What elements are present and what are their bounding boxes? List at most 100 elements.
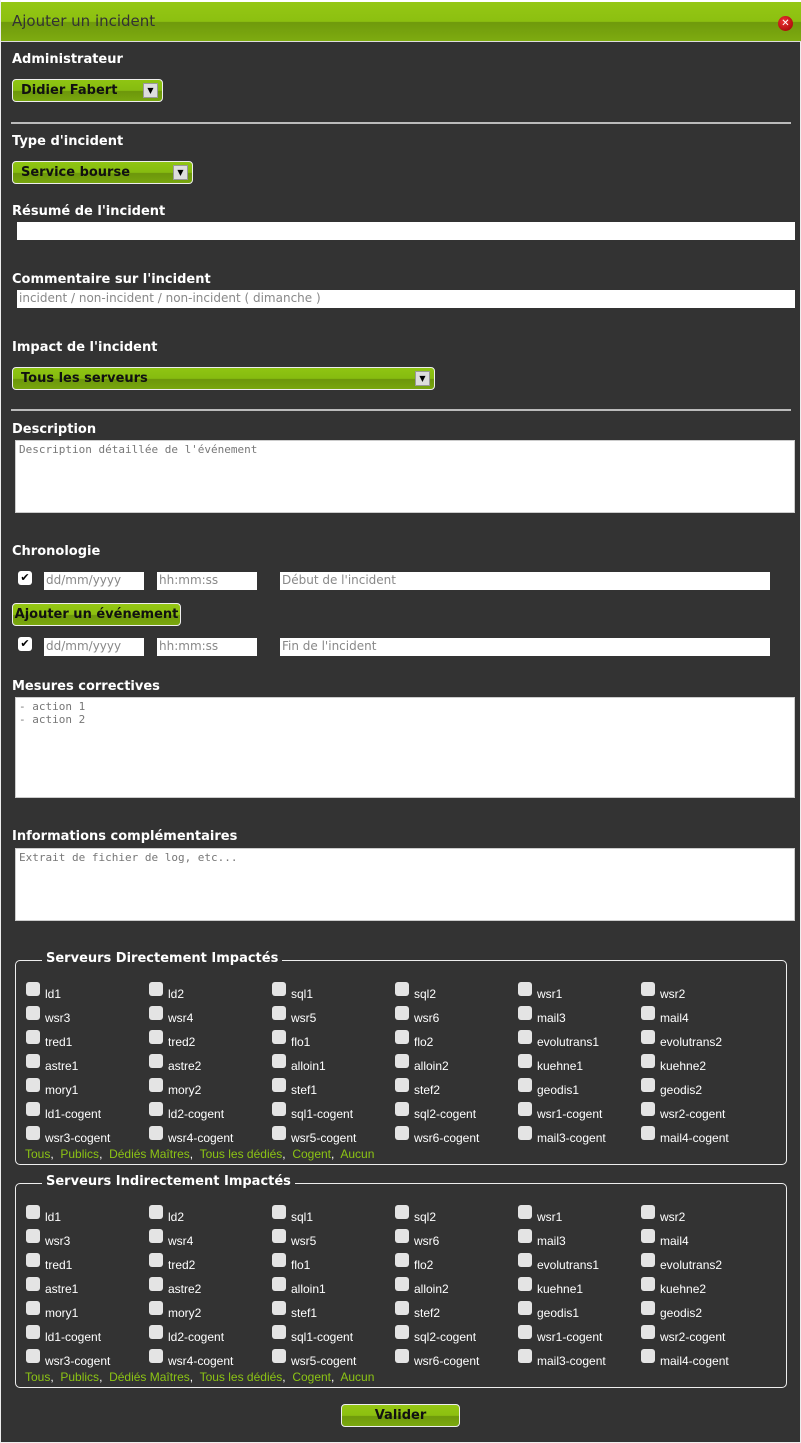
select-link-publics[interactable]: Publics [60, 1147, 100, 1161]
checkbox[interactable] [26, 1229, 40, 1243]
resume-input[interactable] [17, 222, 795, 240]
infos-textarea[interactable]: Extrait de fichier de log, etc... [15, 848, 795, 921]
start-date-input[interactable]: dd/mm/yyyy [44, 572, 144, 590]
checkbox[interactable] [149, 1030, 163, 1044]
checkbox[interactable] [149, 1253, 163, 1267]
start-text-input[interactable]: Début de l'incident [280, 572, 770, 590]
checkbox[interactable] [149, 1325, 163, 1339]
checkbox[interactable] [26, 1078, 40, 1092]
start-checkbox[interactable]: ✔ [18, 571, 32, 585]
checkbox[interactable] [149, 1102, 163, 1116]
impact-select[interactable]: Tous les serveurs ▼ [12, 367, 435, 390]
checkbox[interactable] [149, 1277, 163, 1291]
checkbox[interactable] [641, 1277, 655, 1291]
checkbox[interactable] [518, 1078, 532, 1092]
checkbox[interactable] [518, 1301, 532, 1315]
checkbox[interactable] [272, 1325, 286, 1339]
description-textarea[interactable]: Description détaillée de l'événement [15, 440, 795, 513]
checkbox[interactable] [395, 1301, 409, 1315]
checkbox[interactable] [26, 1325, 40, 1339]
mesures-textarea[interactable]: - action 1 - action 2 [15, 697, 795, 798]
checkbox[interactable] [395, 1030, 409, 1044]
end-time-input[interactable]: hh:mm:ss [157, 638, 257, 656]
start-time-input[interactable]: hh:mm:ss [157, 572, 257, 590]
checkbox[interactable] [641, 1229, 655, 1243]
checkbox[interactable] [395, 1349, 409, 1363]
checkbox[interactable] [149, 1126, 163, 1140]
checkbox[interactable] [641, 1054, 655, 1068]
checkbox[interactable] [26, 1205, 40, 1219]
checkbox[interactable] [149, 1229, 163, 1243]
select-link-aucun[interactable]: Aucun [340, 1147, 375, 1161]
checkbox[interactable] [518, 1102, 532, 1116]
checkbox[interactable] [395, 1277, 409, 1291]
checkbox[interactable] [641, 1325, 655, 1339]
end-checkbox[interactable]: ✔ [18, 637, 32, 651]
checkbox[interactable] [518, 1325, 532, 1339]
checkbox[interactable] [518, 1126, 532, 1140]
checkbox[interactable] [641, 982, 655, 996]
checkbox[interactable] [518, 1006, 532, 1020]
checkbox[interactable] [395, 1205, 409, 1219]
checkbox[interactable] [641, 1078, 655, 1092]
checkbox[interactable] [149, 1078, 163, 1092]
checkbox[interactable] [395, 1006, 409, 1020]
checkbox[interactable] [518, 1277, 532, 1291]
admin-select[interactable]: Didier Fabert ▼ [12, 79, 163, 102]
checkbox[interactable] [26, 1030, 40, 1044]
checkbox[interactable] [26, 1006, 40, 1020]
checkbox[interactable] [272, 1205, 286, 1219]
checkbox[interactable] [641, 1349, 655, 1363]
checkbox[interactable] [395, 1229, 409, 1243]
checkbox[interactable] [272, 1277, 286, 1291]
checkbox[interactable] [641, 1126, 655, 1140]
select-link-tous[interactable]: Tous [25, 1147, 51, 1161]
close-icon[interactable]: ✕ [778, 16, 793, 31]
select-link-dédiés-maîtres[interactable]: Dédiés Maîtres [109, 1147, 190, 1161]
checkbox[interactable] [272, 1301, 286, 1315]
checkbox[interactable] [641, 1030, 655, 1044]
checkbox[interactable] [518, 1054, 532, 1068]
select-link-tous-les-dédiés[interactable]: Tous les dédiés [199, 1147, 283, 1161]
checkbox[interactable] [641, 1301, 655, 1315]
checkbox[interactable] [641, 1253, 655, 1267]
checkbox[interactable] [272, 982, 286, 996]
checkbox[interactable] [641, 1205, 655, 1219]
checkbox[interactable] [26, 1277, 40, 1291]
checkbox[interactable] [149, 1054, 163, 1068]
comment-input[interactable]: incident / non-incident / non-incident (… [17, 290, 795, 308]
end-date-input[interactable]: dd/mm/yyyy [44, 638, 144, 656]
checkbox[interactable] [26, 1102, 40, 1116]
checkbox[interactable] [272, 1126, 286, 1140]
checkbox[interactable] [26, 1253, 40, 1267]
checkbox[interactable] [518, 1349, 532, 1363]
checkbox[interactable] [272, 1006, 286, 1020]
checkbox[interactable] [518, 1229, 532, 1243]
add-event-button[interactable]: Ajouter un événement [12, 603, 181, 626]
checkbox[interactable] [641, 1102, 655, 1116]
type-select[interactable]: Service bourse ▼ [12, 161, 193, 184]
checkbox[interactable] [26, 982, 40, 996]
checkbox[interactable] [272, 1030, 286, 1044]
checkbox[interactable] [149, 1006, 163, 1020]
select-link-publics[interactable]: Publics [60, 1370, 100, 1384]
checkbox[interactable] [26, 1054, 40, 1068]
select-link-cogent[interactable]: Cogent [292, 1370, 332, 1384]
checkbox[interactable] [395, 1126, 409, 1140]
checkbox[interactable] [395, 1325, 409, 1339]
checkbox[interactable] [518, 1030, 532, 1044]
checkbox[interactable] [272, 1078, 286, 1092]
checkbox[interactable] [26, 1126, 40, 1140]
checkbox[interactable] [395, 1102, 409, 1116]
checkbox[interactable] [395, 1078, 409, 1092]
checkbox[interactable] [272, 1253, 286, 1267]
checkbox[interactable] [272, 1054, 286, 1068]
select-link-aucun[interactable]: Aucun [340, 1370, 375, 1384]
checkbox[interactable] [395, 1054, 409, 1068]
select-link-dédiés-maîtres[interactable]: Dédiés Maîtres [109, 1370, 190, 1384]
checkbox[interactable] [518, 982, 532, 996]
checkbox[interactable] [149, 1205, 163, 1219]
select-link-tous-les-dédiés[interactable]: Tous les dédiés [199, 1370, 283, 1384]
checkbox[interactable] [26, 1301, 40, 1315]
checkbox[interactable] [149, 1349, 163, 1363]
